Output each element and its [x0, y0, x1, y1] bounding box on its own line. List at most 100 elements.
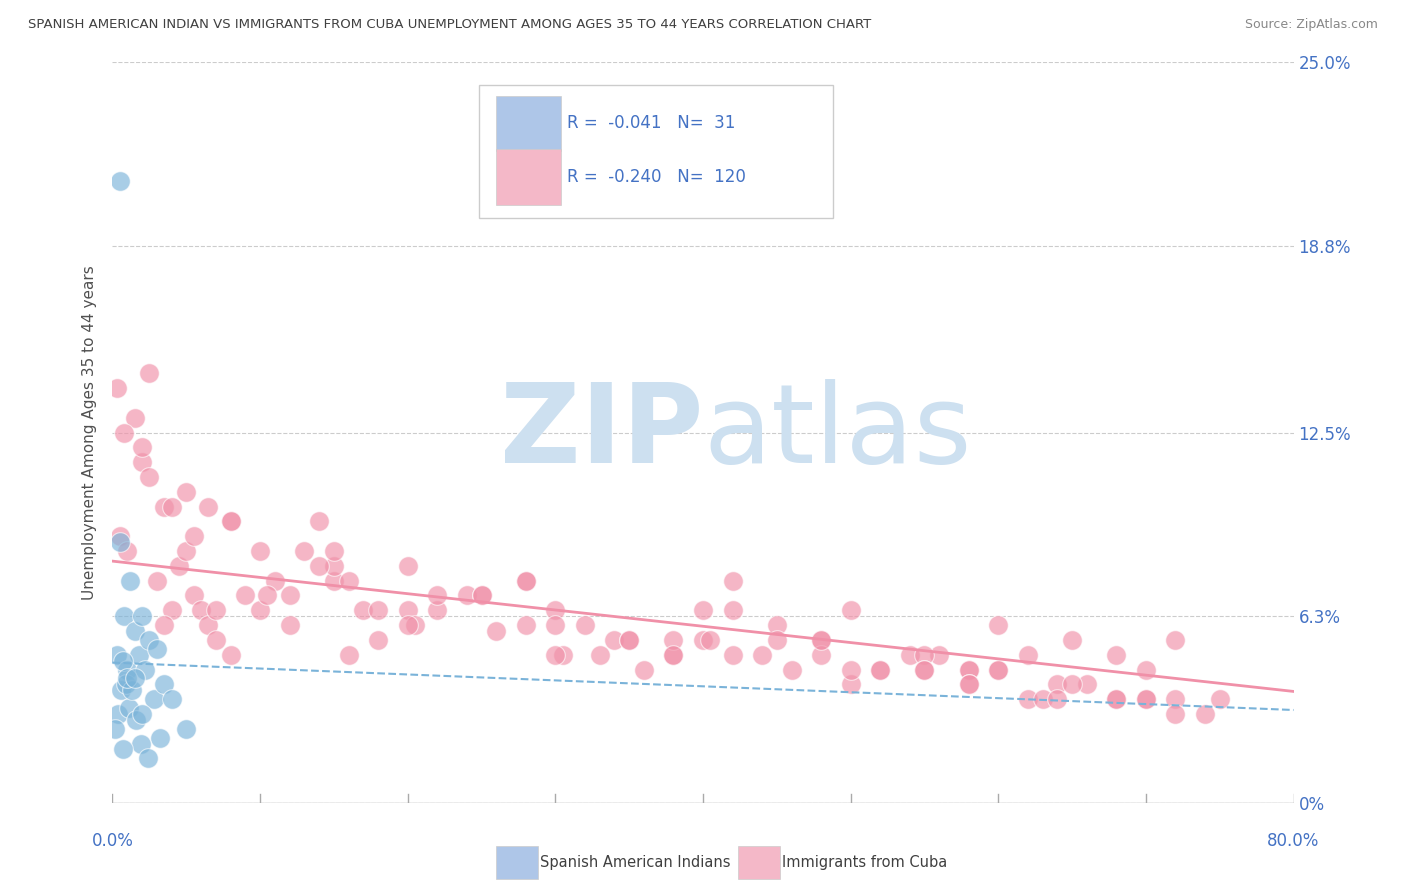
Point [544, 618, 567, 632]
Point [124, 672, 146, 686]
Point [308, 515, 330, 529]
Point [1105, 692, 1128, 706]
Point [396, 618, 419, 632]
Point [205, 632, 228, 647]
Text: Spanish American Indians: Spanish American Indians [540, 855, 731, 870]
Point [131, 706, 153, 721]
Point [197, 500, 219, 514]
Point [1062, 677, 1084, 691]
Text: ZIP: ZIP [499, 379, 703, 486]
Point [131, 455, 153, 469]
Point [337, 574, 360, 588]
Point [839, 663, 862, 677]
Point [544, 603, 567, 617]
Point [456, 589, 478, 603]
Point [957, 663, 980, 677]
Point [183, 589, 205, 603]
Point [699, 632, 721, 647]
Point [308, 558, 330, 573]
Point [603, 632, 626, 647]
Point [153, 618, 176, 632]
Text: R =  -0.240   N=  120: R = -0.240 N= 120 [567, 169, 747, 186]
Point [766, 632, 789, 647]
Point [138, 470, 160, 484]
Point [426, 589, 449, 603]
Point [183, 529, 205, 543]
Point [928, 648, 950, 662]
Point [367, 603, 389, 617]
Point [662, 648, 685, 662]
FancyBboxPatch shape [478, 85, 832, 218]
Point [1105, 692, 1128, 706]
Point [323, 544, 346, 558]
Point [957, 677, 980, 691]
Point [146, 574, 169, 588]
Point [485, 624, 508, 638]
Point [160, 692, 183, 706]
Point [619, 632, 641, 647]
Point [957, 677, 980, 691]
Point [110, 683, 132, 698]
Point [957, 663, 980, 677]
Point [174, 722, 197, 736]
Point [396, 603, 419, 617]
Point [149, 731, 172, 745]
Point [1062, 632, 1084, 647]
Point [117, 663, 138, 677]
Point [914, 663, 936, 677]
Point [167, 558, 190, 573]
Point [138, 367, 160, 381]
Point [470, 589, 494, 603]
Point [108, 174, 131, 188]
Point [352, 603, 374, 617]
Point [810, 632, 832, 647]
Point [574, 618, 596, 632]
Point [136, 751, 159, 765]
Text: atlas: atlas [703, 379, 972, 486]
Point [1046, 692, 1069, 706]
Text: Source: ZipAtlas.com: Source: ZipAtlas.com [1244, 18, 1378, 31]
Point [128, 648, 150, 662]
Point [124, 624, 146, 638]
Point [692, 632, 714, 647]
Point [515, 574, 537, 588]
Point [426, 603, 449, 617]
Point [721, 574, 744, 588]
Text: Immigrants from Cuba: Immigrants from Cuba [782, 855, 948, 870]
Point [1105, 648, 1128, 662]
Text: 0.0%: 0.0% [91, 832, 134, 850]
Point [197, 618, 219, 632]
Point [692, 603, 714, 617]
Point [219, 648, 242, 662]
Point [153, 500, 176, 514]
Point [105, 648, 128, 662]
Point [404, 618, 426, 632]
Point [780, 663, 803, 677]
Point [219, 515, 242, 529]
Point [124, 410, 146, 425]
Point [810, 648, 832, 662]
Point [367, 632, 389, 647]
Point [470, 589, 494, 603]
Point [515, 574, 537, 588]
Point [153, 677, 176, 691]
Point [105, 381, 128, 395]
Point [869, 663, 891, 677]
Text: 80.0%: 80.0% [1267, 832, 1320, 850]
Point [839, 677, 862, 691]
Point [1017, 648, 1039, 662]
Point [108, 535, 131, 549]
Point [323, 574, 346, 588]
Point [721, 603, 744, 617]
Point [898, 648, 921, 662]
Point [1135, 663, 1157, 677]
Point [987, 663, 1010, 677]
Point [114, 677, 136, 691]
Point [205, 603, 228, 617]
Point [662, 648, 685, 662]
Point [160, 500, 183, 514]
Point [117, 672, 138, 686]
Point [142, 692, 165, 706]
Text: R =  -0.041   N=  31: R = -0.041 N= 31 [567, 114, 735, 132]
Point [125, 713, 148, 727]
